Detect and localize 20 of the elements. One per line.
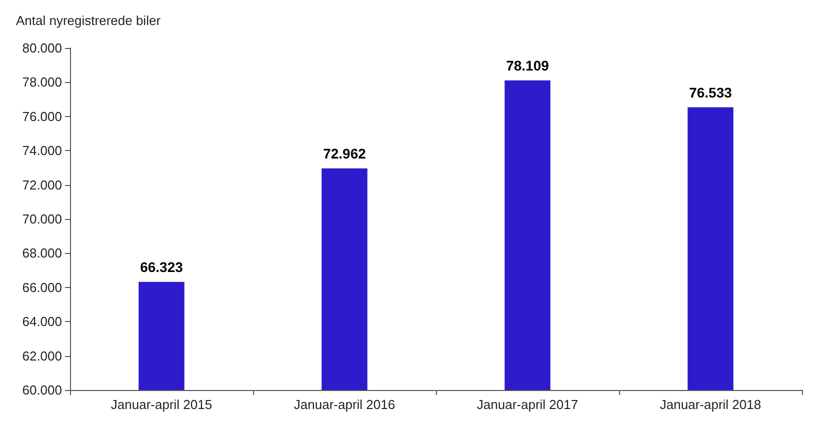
y-tick-label: 74.000 [22, 143, 62, 158]
y-tick-label: 68.000 [22, 246, 62, 261]
x-tick-label: Januar-april 2017 [476, 397, 578, 412]
x-tick-label: Januar-april 2018 [660, 397, 762, 412]
x-tick-label: Januar-april 2015 [110, 397, 212, 412]
data-label: 66.323 [140, 258, 184, 275]
data-label: 72.962 [323, 145, 366, 162]
y-tick-label: 70.000 [22, 212, 62, 226]
y-tick-label: 80.000 [22, 40, 62, 56]
y-tick-label: 62.000 [22, 348, 62, 364]
y-tick-label: 72.000 [22, 177, 62, 192]
y-tick-label: 64.000 [22, 314, 62, 330]
data-label: 76.533 [689, 84, 732, 100]
y-tick-label: 66.000 [22, 280, 62, 295]
y-tick-label: 78.000 [22, 74, 62, 90]
y-tick-label: 76.000 [22, 108, 62, 124]
data-label: 78.109 [506, 57, 550, 74]
y-axis-title: Antal nyregistrerede biler [16, 13, 162, 28]
y-tick-label: 60.000 [22, 382, 62, 398]
x-tick-label: Januar-april 2016 [294, 397, 396, 412]
